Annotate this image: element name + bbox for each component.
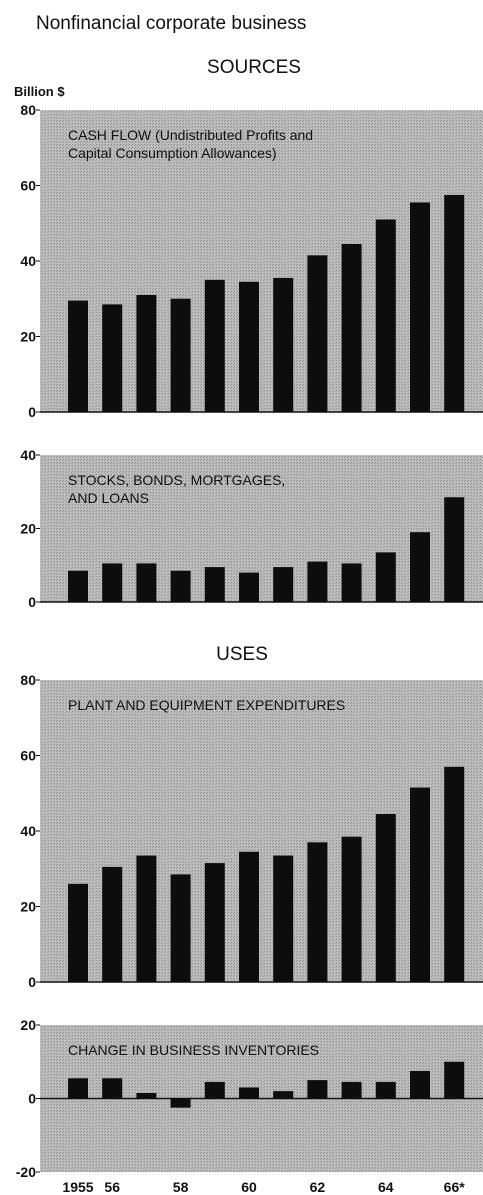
bar-1962 [307,255,328,412]
bar-1960 [239,281,259,412]
bar-1963 [341,836,362,982]
bar-1960 [239,1087,259,1099]
bar-1961 [273,567,294,602]
y-tick-label: 80 [20,672,36,688]
bar-1962 [307,561,328,602]
bar-1965 [410,202,430,412]
bar-1958 [170,1098,191,1108]
y-tick-label: 20 [20,899,36,915]
bar-1958 [170,570,191,602]
unit-label: Billion $ [14,84,65,99]
bar-1964 [375,814,396,982]
y-tick-label: 0 [28,974,36,990]
bar-1960 [239,851,259,982]
bar-1963 [341,563,362,602]
bar-1955 [68,1078,88,1099]
uses-heading: USES [216,644,268,665]
y-tick-label: 0 [28,1091,36,1107]
bar-1957 [136,1092,157,1099]
bar-1955 [68,570,88,602]
bar-1965 [410,1070,430,1099]
bar-1957 [136,855,157,982]
y-tick-label: -20 [16,1164,36,1180]
bar-1964 [375,1081,396,1099]
y-tick-label: 80 [20,102,36,118]
y-tick-label: 60 [20,748,36,764]
y-tick-label: 20 [20,1017,36,1033]
bar-1966 [444,497,465,602]
y-tick-label: 0 [28,594,36,610]
panel-plant-equipment: 0 20 40 60 80 PLANT AND EQUIPMENT EXPENDITURE… [20,672,483,990]
sources-heading: SOURCES [207,57,301,78]
y-tick-label: 60 [20,178,36,194]
x-tick-label: 64 [378,1179,394,1195]
bar-1963 [341,1081,362,1099]
bar-1966 [444,766,465,982]
panel-title-line: STOCKS, BONDS, MORTGAGES, [68,472,285,488]
figure-title: Nonfinancial corporate business [36,13,306,34]
bar-1960 [239,572,259,602]
bar-1965 [410,532,430,602]
bar-1959 [204,279,225,412]
panel-title-line: AND LOANS [68,490,149,506]
x-tick-label: 58 [173,1179,189,1195]
panel-cash-flow: 0 20 40 60 80 CASH FLOW (Undistributed Profit… [20,102,483,420]
panel-title-line: PLANT AND EQUIPMENT EXPENDITURES [68,697,345,713]
bar-1962 [307,1080,328,1099]
y-tick-label: 40 [20,447,36,463]
bar-1959 [204,567,225,602]
y-tick-label: 40 [20,823,36,839]
bar-1959 [204,1081,225,1099]
y-tick-label: 20 [20,521,36,537]
x-axis-tick-labels: 1955 56 58 60 62 64 66* [62,1179,465,1195]
bar-1964 [375,219,396,412]
y-tick-label: 0 [28,404,36,420]
panel-title-line: CHANGE IN BUSINESS INVENTORIES [68,1042,319,1058]
x-tick-label: 1955 [62,1179,93,1195]
bar-1956 [102,563,123,602]
bar-1956 [102,866,123,982]
bar-1958 [170,874,191,982]
bar-1956 [102,304,123,412]
bar-1966 [444,194,465,412]
bar-1957 [136,563,157,602]
bar-1962 [307,842,328,982]
bar-1965 [410,787,430,982]
panel-title-line: CASH FLOW (Undistributed Profits and [68,127,313,143]
bar-1961 [273,1091,294,1099]
x-tick-label: 60 [241,1179,257,1195]
x-tick-label: 56 [104,1179,120,1195]
bar-1955 [68,883,88,982]
bar-1959 [204,863,225,982]
y-tick-label: 40 [20,253,36,269]
bar-1958 [170,298,191,412]
panel-title-line: Capital Consumption Allowances) [68,145,277,161]
bar-1964 [375,552,396,602]
bar-1956 [102,1078,123,1099]
bar-1955 [68,300,88,412]
y-tick-label: 20 [20,329,36,345]
x-tick-label: 62 [310,1179,326,1195]
bar-1961 [273,277,294,412]
panel-stocks-bonds: 0 20 40 STOCKS, BONDS, MORTGAGES, AND LOANS [20,447,483,610]
bar-1966 [444,1061,465,1099]
bar-1963 [341,244,362,412]
bar-1961 [273,855,294,982]
bar-1957 [136,294,157,412]
x-tick-label: 66* [444,1179,466,1195]
panel-inventories: -20 0 20 CHANGE IN BUSINESS INVENTORIES [16,1017,483,1180]
